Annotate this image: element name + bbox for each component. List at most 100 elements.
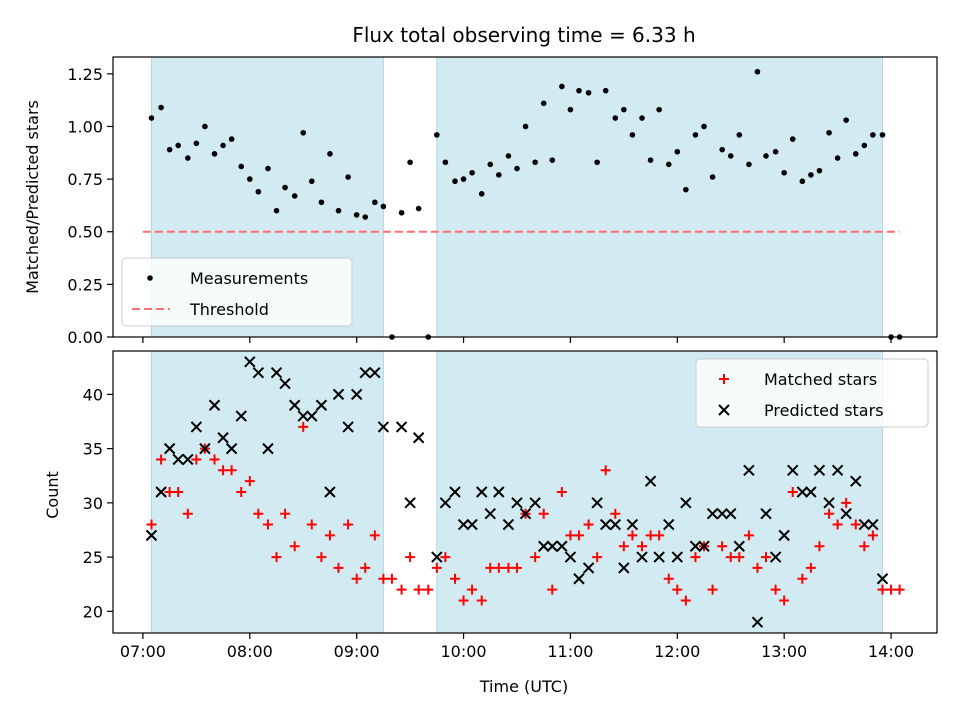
matched-stars-point <box>386 573 397 584</box>
predicted-stars-point <box>858 518 871 531</box>
predicted-stars-point <box>431 551 443 563</box>
matched-stars-point <box>333 562 344 573</box>
predicted-stars-point <box>288 399 301 411</box>
predicted-stars-point <box>591 497 603 509</box>
predicted-stars-point <box>787 464 799 477</box>
matched-stars-point <box>663 573 674 584</box>
predicted-stars-point <box>404 497 416 509</box>
matched-stars-point <box>734 552 745 563</box>
matched-stars-point <box>680 595 691 606</box>
observing-interval-1 <box>436 56 883 338</box>
legend-plus-icon <box>719 374 729 384</box>
legend: Matched stars Predicted stars <box>695 358 929 428</box>
matched-stars-point <box>449 573 460 584</box>
top-y-axis-label: Matched/Predicted stars <box>23 100 42 294</box>
predicted-stars-point <box>457 518 470 531</box>
measurement-point <box>826 129 832 136</box>
measurement-point <box>220 142 226 149</box>
measurement-point <box>148 115 155 121</box>
matched-stars-point <box>627 530 638 541</box>
measurement-point <box>452 178 458 185</box>
predicted-stars-point <box>493 486 505 498</box>
x-tick-label: 10:00 <box>440 642 486 661</box>
predicted-stars-point <box>182 453 194 466</box>
y-tick-label: 0.00 <box>67 328 103 347</box>
matched-stars-point <box>592 552 603 563</box>
predicted-stars-point <box>297 410 309 422</box>
y-tick-label: 40 <box>83 385 103 404</box>
series-matched-stars <box>146 421 905 606</box>
measurement-point <box>746 161 752 168</box>
measurement-point <box>754 68 761 75</box>
measurement-point <box>719 146 725 153</box>
measurement-point <box>612 115 619 121</box>
y-tick-label: 25 <box>83 548 103 567</box>
y-tick-label: 30 <box>83 494 103 513</box>
predicted-stars-point <box>556 540 568 552</box>
predicted-stars-point <box>529 497 541 509</box>
matched-stars-point <box>877 584 888 595</box>
predicted-stars-point <box>850 475 862 487</box>
measurement-point <box>362 214 369 220</box>
matched-stars-point <box>547 584 558 595</box>
matched-stars-point <box>672 584 683 595</box>
y-tick-label: 20 <box>83 602 103 621</box>
measurement-point <box>576 87 582 94</box>
x-tick-label: 08:00 <box>227 642 273 661</box>
measurement-point <box>656 106 662 113</box>
matched-stars-point <box>369 530 380 541</box>
predicted-stars-point <box>733 540 745 552</box>
x-tick-label: 11:00 <box>547 642 593 661</box>
matched-stars-point <box>262 519 273 530</box>
measurement-point <box>487 161 494 168</box>
predicted-stars-point <box>484 507 496 520</box>
measurement-point <box>559 83 565 90</box>
measurement-point <box>265 165 271 172</box>
matched-stars-point <box>431 562 442 573</box>
matched-stars-point <box>316 552 327 563</box>
measurement-point <box>594 159 600 166</box>
matched-stars-point <box>752 562 763 573</box>
predicted-stars-point <box>760 507 772 520</box>
predicted-stars-point <box>653 551 665 563</box>
legend: Measurements Threshold <box>121 257 353 327</box>
measurement-point <box>781 169 787 176</box>
top-panel: 0.00 0.25 0.50 0.75 1.00 1.25 Measurements Thre… <box>67 56 938 347</box>
matched-stars-point <box>360 562 371 573</box>
predicted-stars-point <box>395 421 408 433</box>
predicted-stars-point <box>644 475 657 487</box>
measurement-point <box>380 203 387 210</box>
matched-stars-point <box>787 487 798 497</box>
y-tick-label: 0.25 <box>67 275 103 294</box>
predicted-stars-point <box>564 551 577 563</box>
measurement-point <box>398 209 405 216</box>
measurement-point <box>665 161 672 168</box>
measurement-point <box>228 136 235 142</box>
predicted-stars-point <box>163 442 176 455</box>
plot-frame <box>112 350 938 634</box>
measurement-point <box>701 123 707 130</box>
matched-stars-point <box>824 508 835 519</box>
predicted-stars-point <box>279 377 291 390</box>
measurement-point <box>238 163 245 170</box>
predicted-stars-point <box>377 421 390 433</box>
legend-label: Threshold <box>189 300 269 319</box>
predicted-stars-point <box>208 399 221 411</box>
measurement-point <box>585 89 592 96</box>
measurement-point <box>861 142 868 149</box>
matched-stars-point <box>405 552 416 563</box>
matched-stars-point <box>218 465 229 476</box>
predicted-stars-point <box>823 497 835 509</box>
measurement-point <box>514 165 520 172</box>
measurement-point <box>532 159 538 166</box>
predicted-stars-point <box>698 540 710 552</box>
plot-frame <box>112 56 938 338</box>
measurement-point <box>683 186 689 193</box>
measurement-point <box>478 191 485 197</box>
predicted-stars-point <box>876 573 889 585</box>
measurement-point <box>736 132 743 138</box>
matched-stars-point <box>289 541 300 552</box>
matched-stars-point <box>226 465 237 476</box>
measurement-point <box>211 151 218 157</box>
predicted-stars-point <box>599 518 612 531</box>
